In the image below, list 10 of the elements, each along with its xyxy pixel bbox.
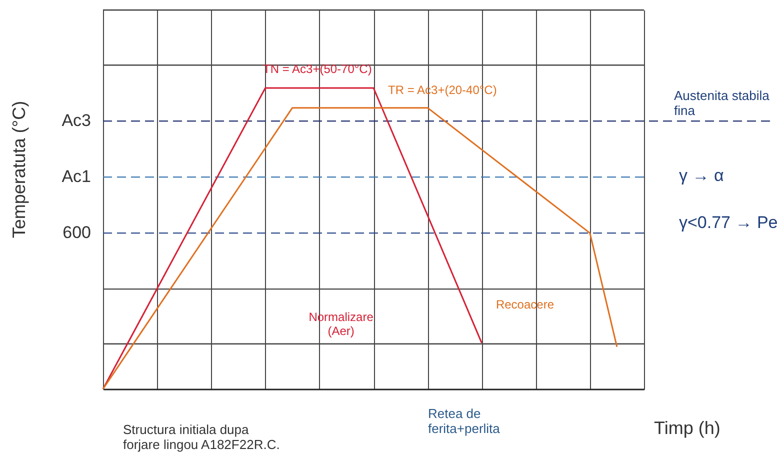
text: Retea de ferita+perlita xyxy=(428,406,501,436)
y-axis-title: Temperatuta (°C) xyxy=(9,100,29,238)
ref-line-label: Ac3 xyxy=(62,111,91,130)
text: γ → α xyxy=(679,166,724,185)
ref-line-label: Ac1 xyxy=(62,167,91,186)
text: Austenita stabila fina xyxy=(674,88,770,118)
x-axis-title: Timp (h) xyxy=(654,418,720,438)
text: γ<0.77 → Pe xyxy=(679,213,777,232)
text: Structura initiala dupa forjare lingou A182F22R.C. xyxy=(123,422,280,452)
text: 600 xyxy=(62,223,91,242)
